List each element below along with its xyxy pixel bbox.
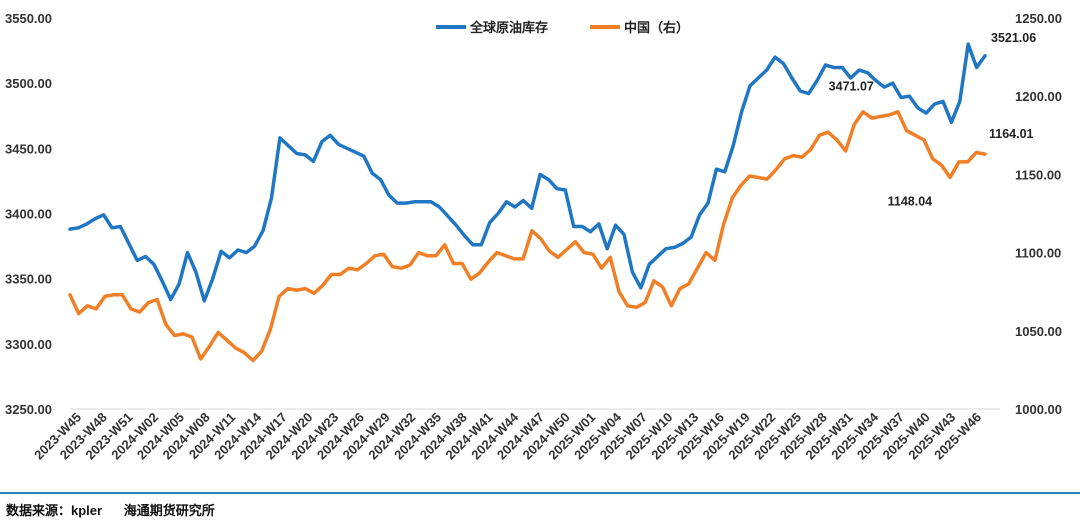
series-line-global [68,42,987,303]
left-tick-label: 3250.00 [5,402,52,417]
data-label: 3471.07 [829,80,874,94]
left-axis-ticks: 3550.00 3500.00 3450.00 3400.00 3350.00 3300.… [5,11,52,417]
series-lines [68,42,987,363]
left-tick-label: 3550.00 [5,11,52,26]
right-tick-label: 1150.00 [1015,167,1061,182]
source-note: 数据来源：kpler [6,503,103,518]
organization-name: 海通期货研究所 [123,503,215,518]
left-tick-label: 3350.00 [5,272,52,287]
x-axis-ticks: 2023-W452023-W482023-W512024-W022024-W05… [31,409,984,463]
left-tick-label: 3500.00 [5,76,52,91]
series-line-china [68,110,987,363]
data-annotations: 3521.06 3471.07 1164.01 1148.04 [829,31,1037,209]
footer-divider [0,492,1080,494]
left-tick-label: 3450.00 [5,141,52,156]
data-label: 1164.01 [989,127,1034,141]
right-tick-label: 1050.00 [1015,324,1062,339]
right-tick-label: 1250.00 [1015,11,1062,26]
legend: 全球原油库存 中国（右） [436,20,689,35]
legend-label-china: 中国（右） [624,20,689,35]
left-tick-label: 3300.00 [5,337,52,352]
right-axis-ticks: 1250.00 1200.00 1150.00 1100.00 1050.00 1000.… [1015,11,1062,417]
legend-label-global: 全球原油库存 [469,20,548,35]
data-label: 3521.06 [991,31,1036,45]
data-label: 1148.04 [888,195,933,209]
footer: 数据来源：kpler 海通期货研究所 [6,500,233,519]
right-tick-label: 1100.00 [1015,246,1061,261]
right-tick-label: 1000.00 [1015,402,1062,417]
right-tick-label: 1200.00 [1015,89,1062,104]
left-tick-label: 3400.00 [5,207,52,222]
